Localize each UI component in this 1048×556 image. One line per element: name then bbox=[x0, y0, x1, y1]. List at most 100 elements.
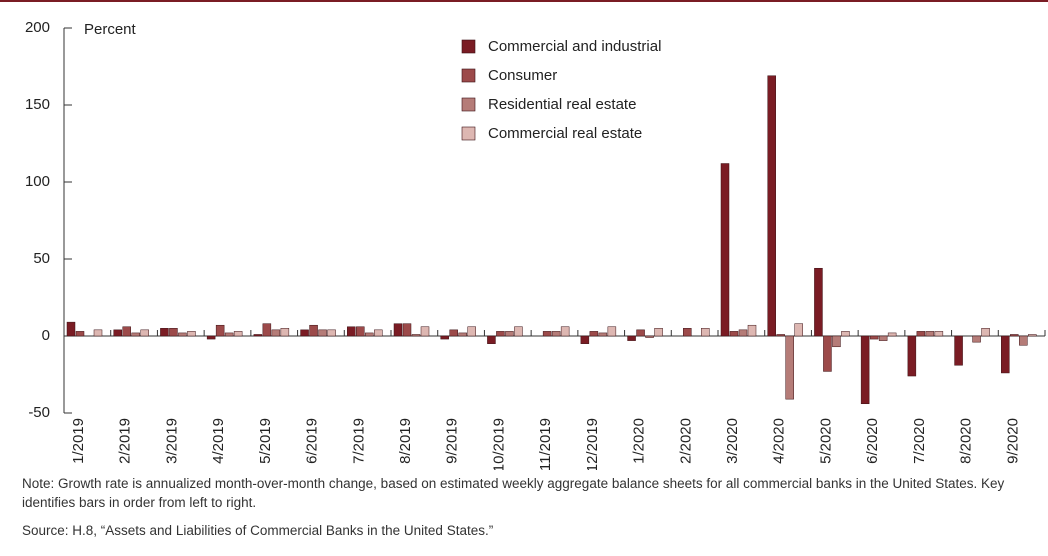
bar bbox=[253, 334, 263, 337]
x-tick-label: 7/2020 bbox=[911, 418, 928, 464]
bar bbox=[720, 163, 730, 337]
bar bbox=[1028, 334, 1037, 337]
legend-label: Commercial real estate bbox=[488, 125, 642, 142]
bar bbox=[747, 324, 757, 337]
bar bbox=[887, 332, 897, 337]
legend-swatch bbox=[461, 126, 476, 141]
bar bbox=[505, 331, 514, 337]
bar bbox=[280, 328, 290, 337]
bar bbox=[954, 335, 963, 366]
bar bbox=[318, 329, 327, 337]
bar bbox=[215, 324, 225, 337]
legend-label: Residential real estate bbox=[488, 96, 636, 113]
bar bbox=[636, 329, 645, 337]
bar bbox=[785, 335, 794, 400]
bar bbox=[542, 331, 552, 337]
legend-swatch bbox=[461, 97, 476, 112]
bar bbox=[160, 328, 169, 337]
bar bbox=[309, 324, 318, 337]
bar bbox=[300, 329, 309, 337]
bar bbox=[776, 334, 785, 337]
notes: Note: Growth rate is annualized month-ov… bbox=[22, 474, 1032, 549]
bar bbox=[327, 329, 336, 337]
bar bbox=[560, 326, 570, 337]
x-tick-label: 9/2019 bbox=[444, 418, 461, 464]
x-tick-label: 5/2019 bbox=[257, 418, 274, 464]
bar bbox=[233, 331, 243, 337]
bar bbox=[645, 335, 654, 338]
x-tick-label: 3/2019 bbox=[163, 418, 180, 464]
bar bbox=[93, 329, 103, 337]
bar bbox=[832, 335, 841, 348]
legend-label: Commercial and industrial bbox=[488, 38, 661, 55]
bar bbox=[860, 335, 870, 405]
bar bbox=[496, 331, 505, 337]
bar bbox=[271, 329, 281, 337]
bar bbox=[262, 323, 272, 337]
legend-label: Consumer bbox=[488, 67, 557, 84]
bar bbox=[411, 334, 421, 337]
x-tick-label: 6/2019 bbox=[304, 418, 321, 464]
note: Note: Growth rate is annualized month-ov… bbox=[22, 476, 1005, 510]
bar bbox=[814, 267, 823, 337]
bar bbox=[374, 329, 383, 337]
bar bbox=[224, 332, 234, 337]
y-tick-label: 50 bbox=[33, 250, 50, 267]
bar bbox=[458, 332, 467, 337]
bar bbox=[841, 331, 850, 337]
bar bbox=[178, 332, 187, 337]
x-tick-label: 11/2019 bbox=[537, 418, 554, 470]
x-tick-label: 2/2019 bbox=[117, 418, 134, 464]
x-tick-label: 7/2019 bbox=[350, 418, 367, 464]
bar bbox=[551, 331, 561, 337]
bar bbox=[907, 335, 917, 377]
bar bbox=[598, 332, 608, 337]
bar bbox=[654, 328, 663, 337]
x-tick-label: 3/2020 bbox=[724, 418, 741, 464]
bar bbox=[823, 335, 832, 372]
bar bbox=[467, 326, 476, 337]
bar bbox=[187, 331, 196, 337]
bar bbox=[206, 335, 216, 340]
bar bbox=[916, 331, 926, 337]
bar bbox=[869, 335, 879, 340]
bar bbox=[393, 323, 403, 337]
y-axis-label: Percent bbox=[84, 21, 137, 38]
bar bbox=[981, 328, 990, 337]
bar bbox=[66, 321, 76, 337]
bar bbox=[1001, 335, 1010, 374]
bar bbox=[402, 323, 412, 337]
bar bbox=[140, 329, 149, 337]
bar bbox=[589, 331, 599, 337]
bar bbox=[487, 335, 496, 344]
x-tick-label: 2/2020 bbox=[677, 418, 694, 464]
bar bbox=[440, 335, 449, 340]
bar bbox=[878, 335, 888, 341]
bar bbox=[356, 326, 365, 337]
bar bbox=[701, 328, 710, 337]
bar bbox=[580, 335, 590, 344]
x-tick-label: 8/2020 bbox=[958, 418, 975, 464]
source: Source: H.8, “Assets and Liabilities of … bbox=[22, 523, 494, 538]
x-tick-label: 12/2019 bbox=[584, 418, 601, 470]
y-tick-label: 150 bbox=[25, 96, 50, 113]
y-tick-label: 200 bbox=[25, 19, 50, 36]
bar bbox=[972, 335, 981, 343]
y-tick-label: 100 bbox=[25, 173, 50, 190]
x-tick-label: 10/2019 bbox=[490, 418, 507, 470]
y-tick-label: 0 bbox=[42, 327, 50, 344]
bar bbox=[514, 326, 523, 337]
legend-swatch bbox=[461, 39, 476, 54]
bar bbox=[934, 331, 944, 337]
x-tick-label: 8/2019 bbox=[397, 418, 414, 464]
x-tick-label: 4/2019 bbox=[210, 418, 227, 464]
bar bbox=[683, 328, 692, 337]
bar bbox=[925, 331, 935, 337]
bar bbox=[347, 326, 356, 337]
bar bbox=[1010, 334, 1019, 337]
bar bbox=[738, 329, 748, 337]
x-tick-label: 1/2019 bbox=[70, 418, 87, 464]
x-tick-label: 1/2020 bbox=[631, 418, 648, 464]
